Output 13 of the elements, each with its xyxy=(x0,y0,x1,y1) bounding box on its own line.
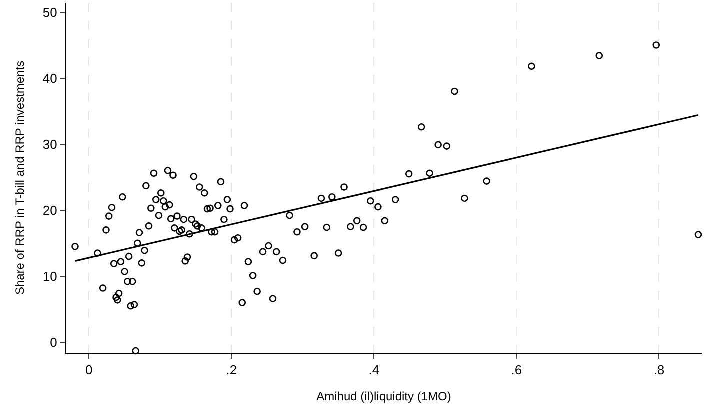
x-tick-label: .4 xyxy=(368,362,380,378)
y-tick-label: 0 xyxy=(50,334,58,350)
y-tick-label: 30 xyxy=(42,136,58,152)
x-tick-label: .2 xyxy=(226,362,238,378)
x-tick-label: .8 xyxy=(654,362,665,378)
y-tick-label: 20 xyxy=(42,202,58,218)
x-axis-title: Amihud (il)liquidity (1MO) xyxy=(316,390,452,404)
x-tick-label: 0 xyxy=(86,362,93,378)
y-tick-label: 40 xyxy=(42,70,58,86)
x-tick-label: .6 xyxy=(511,362,522,378)
y-axis-title: Share of RRP in T-bill and RRP investments xyxy=(13,60,28,296)
y-tick-label: 10 xyxy=(42,268,58,284)
y-tick-label: 50 xyxy=(42,4,58,20)
